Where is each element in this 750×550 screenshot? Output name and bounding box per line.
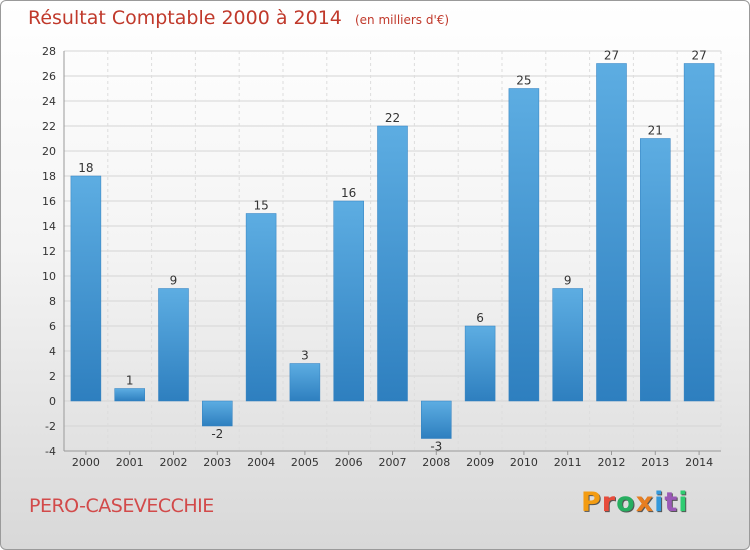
bar [464,325,496,402]
x-tick-label: 2008 [422,456,450,469]
y-tick-label: 8 [49,295,56,308]
bar [640,138,671,402]
data-label: 9 [170,274,178,288]
logo-letter: x [635,487,655,518]
bar [683,63,715,402]
data-label: 16 [341,186,356,200]
chart-title: Résultat Comptable 2000 à 2014 (en milli… [28,7,449,29]
data-label: -2 [211,427,223,441]
data-label: 22 [385,111,400,125]
logo-letter: o [616,487,636,518]
logo-letter: i [654,487,665,518]
proxiti-logo: Proxiti [581,487,689,518]
bar [508,88,540,402]
x-tick-label: 2005 [291,456,319,469]
data-label: 18 [78,161,93,175]
x-tick-label: 2006 [335,456,363,469]
logo-letter: t [664,487,679,518]
y-tick-label: 26 [42,70,56,83]
y-tick-label: -2 [45,420,56,433]
x-tick-label: 2009 [466,456,494,469]
bar [552,288,583,402]
y-tick-label: 20 [42,145,56,158]
x-tick-label: 2014 [685,456,713,469]
y-tick-label: 16 [42,195,56,208]
data-label: 6 [476,311,484,325]
bar [114,388,145,402]
data-label: 15 [253,199,268,213]
bar [70,175,102,402]
x-tick-label: 2002 [160,456,188,469]
y-tick-label: 4 [49,345,56,358]
bar [202,400,233,427]
bar [333,200,364,402]
data-label: 27 [604,49,619,63]
data-label: 21 [648,124,663,138]
x-tick-label: 2013 [641,456,669,469]
x-tick-label: 2001 [116,456,144,469]
x-tick-label: 2003 [203,456,231,469]
data-label: 25 [516,74,531,88]
data-label: 3 [301,349,309,363]
bar [289,363,321,402]
x-tick-label: 2000 [72,456,100,469]
x-tick-label: 2010 [510,456,538,469]
bar [596,63,627,402]
y-tick-label: 28 [42,45,56,58]
logo-letter: P [581,487,602,518]
data-label: 27 [691,49,706,63]
x-tick-label: 2012 [598,456,626,469]
bar [421,400,452,439]
bar [377,125,408,402]
y-tick-label: 12 [42,245,56,258]
data-label: 1 [126,374,134,388]
y-tick-label: 24 [42,95,56,108]
y-tick-label: 10 [42,270,56,283]
y-tick-label: 6 [49,320,56,333]
x-tick-label: 2011 [554,456,582,469]
y-tick-label: 2 [49,370,56,383]
x-tick-label: 2007 [379,456,407,469]
bar [245,213,277,402]
title-unit: (en milliers d'€) [354,13,450,27]
data-label: 9 [564,274,572,288]
commune-name: PERO-CASEVECCHIE [29,495,214,517]
bar [158,288,189,402]
y-tick-label: -4 [45,445,56,458]
logo-letter: i [678,487,689,518]
x-tick-label: 2004 [247,456,275,469]
logo-letter: r [601,487,617,518]
y-tick-label: 14 [42,220,56,233]
data-label: -3 [430,440,442,454]
y-tick-label: 22 [42,120,56,133]
y-tick-label: 18 [42,170,56,183]
y-tick-label: 0 [49,395,56,408]
title-main: Résultat Comptable 2000 à 2014 [28,7,342,29]
